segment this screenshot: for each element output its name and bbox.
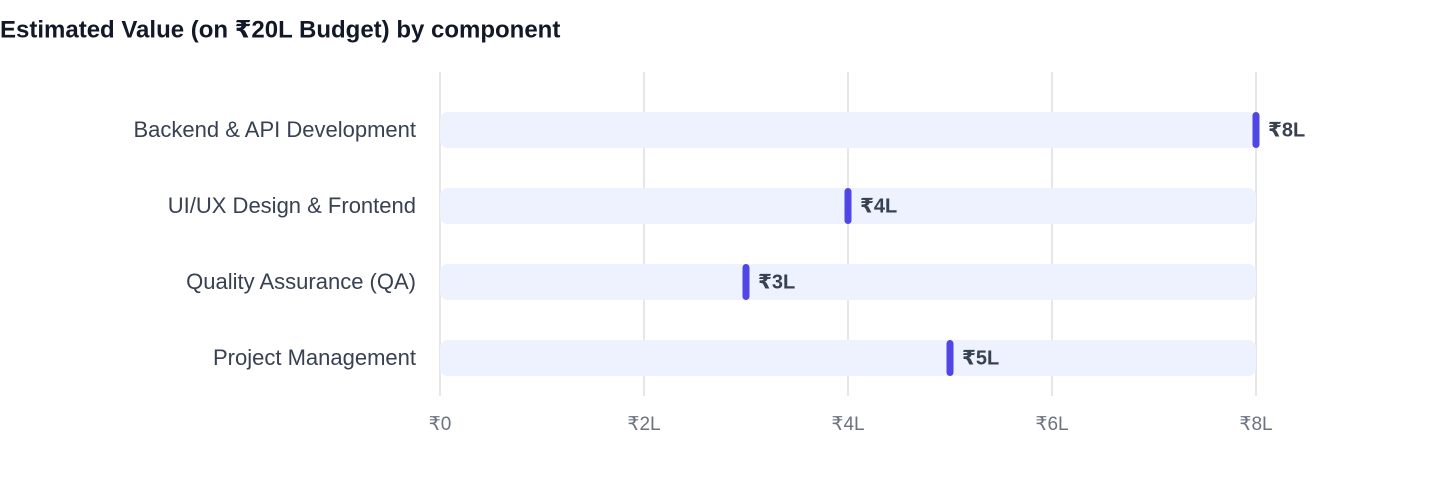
x-tick-label: ₹8L xyxy=(1239,414,1272,435)
x-tick-label: ₹6L xyxy=(1035,414,1068,435)
y-tick-label: Project Management xyxy=(213,345,416,370)
value-label: ₹8L xyxy=(1268,119,1305,141)
track xyxy=(440,264,1256,300)
marker xyxy=(742,264,750,300)
y-tick-label: Backend & API Development xyxy=(134,117,417,142)
x-tick-label: ₹0 xyxy=(429,414,452,435)
value-label: ₹4L xyxy=(860,195,897,217)
value-label: ₹3L xyxy=(758,271,795,293)
y-tick-label: Quality Assurance (QA) xyxy=(186,269,416,294)
marker xyxy=(844,188,852,224)
track xyxy=(440,112,1256,148)
value-label: ₹5L xyxy=(962,347,999,369)
marker xyxy=(946,340,954,376)
x-tick-label: ₹2L xyxy=(627,414,660,435)
marker xyxy=(1252,112,1260,148)
chart-title: Estimated Value (on ₹20L Budget) by comp… xyxy=(0,16,560,43)
x-tick-label: ₹4L xyxy=(831,414,864,435)
track xyxy=(440,340,1256,376)
y-tick-label: UI/UX Design & Frontend xyxy=(168,193,416,218)
